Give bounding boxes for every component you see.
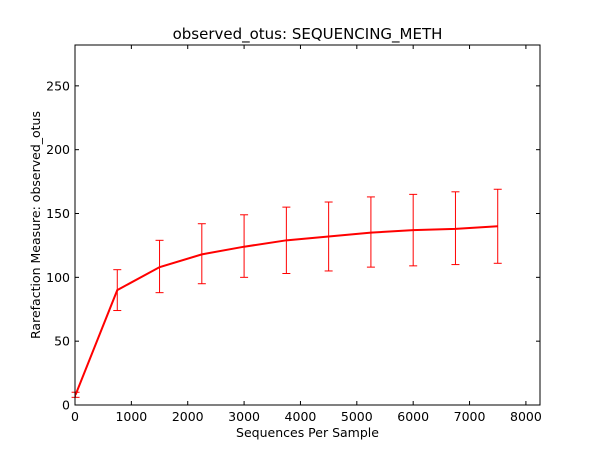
x-tick-label: 8000 — [510, 409, 542, 424]
x-tick-label: 5000 — [341, 409, 373, 424]
x-tick-label: 2000 — [172, 409, 204, 424]
x-tick-label: 6000 — [397, 409, 429, 424]
plot-area — [71, 188, 502, 398]
y-tick-label: 50 — [54, 334, 70, 349]
y-axis-label: Rarefaction Measure: observed_otus — [28, 111, 43, 339]
x-axis-label: Sequences Per Sample — [236, 425, 379, 440]
y-tick-label: 100 — [46, 270, 70, 285]
x-tick-label: 1000 — [115, 409, 147, 424]
y-axis: 0 50 100 150 200 250 — [46, 78, 540, 413]
y-tick-label: 0 — [62, 398, 70, 413]
x-tick-label: 3000 — [228, 409, 260, 424]
y-tick-label: 150 — [46, 206, 70, 221]
plot-frame — [74, 44, 541, 406]
x-tick-label: 7000 — [454, 409, 486, 424]
y-tick-label: 250 — [46, 78, 70, 93]
y-tick-label: 200 — [46, 142, 70, 157]
x-tick-label: 0 — [71, 409, 79, 424]
x-tick-label: 4000 — [285, 409, 317, 424]
chart-title: observed_otus: SEQUENCING_METH — [173, 25, 443, 44]
x-axis: 0 1000 2000 3000 4000 5000 6000 7000 8000 — [71, 45, 542, 424]
